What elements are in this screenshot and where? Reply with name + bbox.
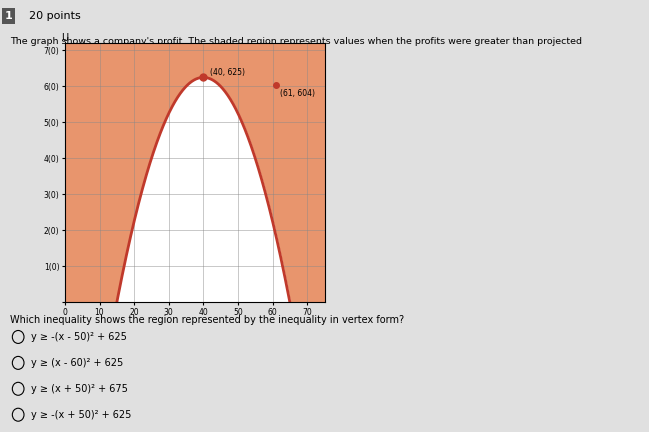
Text: y ≥ (x + 50)² + 675: y ≥ (x + 50)² + 675 [31, 384, 128, 394]
Text: 20 points: 20 points [29, 11, 81, 21]
Text: Which inequality shows the region represented by the inequality in vertex form?: Which inequality shows the region repres… [10, 315, 404, 325]
Text: (61, 604): (61, 604) [280, 89, 315, 98]
Text: U: U [62, 33, 68, 43]
Text: The graph shows a company's profit. The shaded region represents values when the: The graph shows a company's profit. The … [10, 37, 582, 46]
Text: y ≥ (x - 60)² + 625: y ≥ (x - 60)² + 625 [31, 358, 123, 368]
Text: y ≥ -(x + 50)² + 625: y ≥ -(x + 50)² + 625 [31, 410, 132, 420]
Text: y ≥ -(x - 50)² + 625: y ≥ -(x - 50)² + 625 [31, 332, 127, 342]
Text: (40, 625): (40, 625) [210, 67, 245, 76]
Text: 1: 1 [5, 11, 12, 21]
